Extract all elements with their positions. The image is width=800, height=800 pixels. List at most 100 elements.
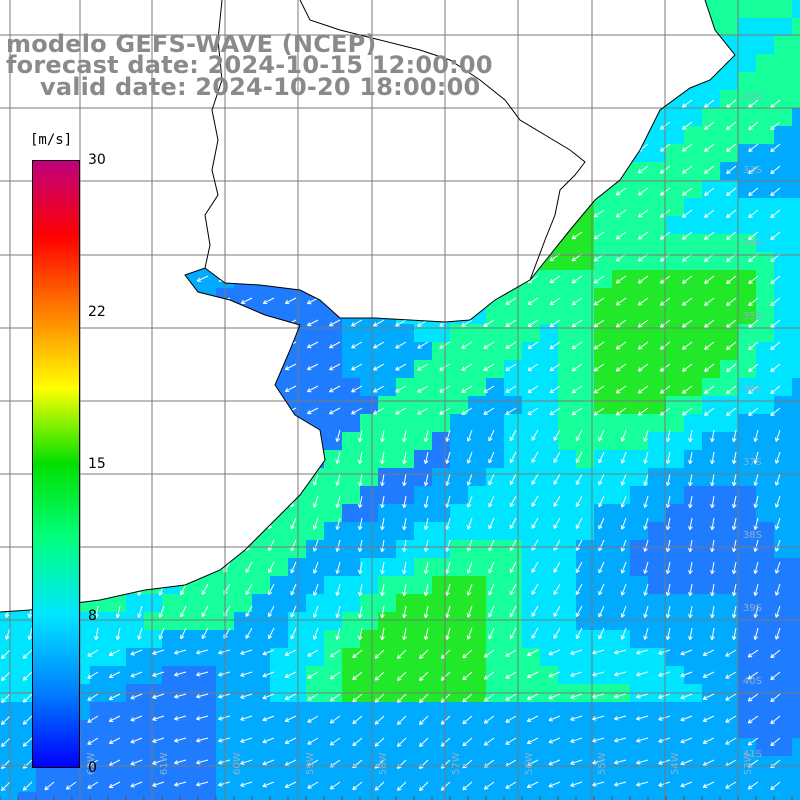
wind-cell [468, 792, 486, 800]
wind-cell [36, 792, 54, 800]
wind-cell [486, 414, 504, 432]
wind-cell [594, 486, 612, 504]
wind-cell [738, 630, 756, 648]
wind-arrow [598, 517, 605, 530]
wind-cell [576, 414, 594, 432]
wind-cell [252, 792, 270, 800]
wind-arrow [637, 385, 649, 394]
wind-cell [720, 720, 738, 738]
wind-arrow [351, 341, 363, 349]
wind-cell [630, 612, 648, 630]
wind-cell [612, 306, 630, 324]
wind-arrow [770, 121, 781, 131]
wind-arrow [571, 319, 583, 328]
wind-arrow [636, 671, 649, 677]
wind-arrow [380, 627, 385, 641]
wind-cell [414, 450, 432, 468]
wind-arrow [665, 429, 671, 443]
wind-cell [720, 270, 738, 288]
wind-arrow [620, 605, 627, 618]
wind-cell [360, 720, 378, 738]
wind-cell [576, 558, 594, 576]
wind-cell [504, 414, 522, 432]
wind-cell [558, 648, 576, 666]
wind-arrow [306, 385, 319, 393]
wind-arrow [770, 363, 781, 373]
wind-cell [774, 378, 792, 396]
wind-cell [774, 0, 792, 18]
wind-cell [540, 558, 558, 576]
wind-cell [684, 612, 702, 630]
wind-cell [324, 378, 342, 396]
wind-cell [450, 378, 468, 396]
wind-arrow [306, 363, 319, 371]
wind-arrow [774, 583, 781, 596]
wind-arrow [267, 583, 275, 596]
wind-cell [414, 630, 432, 648]
wind-cell [522, 774, 540, 792]
wind-cell [306, 648, 324, 666]
wind-cell [396, 792, 414, 800]
wind-cell [630, 270, 648, 288]
wind-arrow [747, 649, 759, 658]
wind-arrow [445, 495, 451, 508]
wind-arrow [748, 407, 759, 417]
wind-cell [738, 162, 756, 180]
wind-arrow [380, 429, 385, 443]
wind-cell [468, 558, 486, 576]
wind-cell [684, 288, 702, 306]
wind-cell [288, 576, 306, 594]
wind-cell [342, 630, 360, 648]
wind-cell [756, 468, 774, 486]
wind-arrow [284, 693, 297, 700]
wind-arrow [575, 451, 583, 464]
wind-cell [684, 720, 702, 738]
wind-cell [792, 702, 800, 720]
wind-cell [720, 702, 738, 720]
wind-arrow [312, 517, 319, 530]
wind-arrow [196, 671, 209, 677]
wind-arrow [108, 693, 121, 701]
wind-cell [792, 144, 800, 162]
wind-arrow [505, 319, 517, 328]
wind-arrow [665, 473, 671, 487]
wind-arrow [665, 451, 671, 465]
wind-cell [648, 774, 666, 792]
wind-cell [720, 576, 738, 594]
wind-cell [342, 720, 360, 738]
wind-arrow [553, 583, 561, 595]
wind-cell [738, 198, 756, 216]
wind-cell [468, 486, 486, 504]
wind-cell [774, 90, 792, 108]
wind-cell [288, 360, 306, 378]
wind-arrow [306, 407, 319, 415]
wind-arrow [483, 671, 495, 680]
wind-cell [666, 162, 684, 180]
wind-cell [792, 306, 800, 324]
wind-cell [342, 702, 360, 720]
wind-cell [756, 72, 774, 90]
wind-cell [738, 126, 756, 144]
wind-cell [180, 594, 198, 612]
wind-cell [756, 396, 774, 414]
wind-arrow [373, 319, 385, 327]
wind-arrow [726, 143, 737, 152]
wind-arrow [614, 671, 627, 677]
wind-cell [648, 252, 666, 270]
wind-cell [720, 756, 738, 774]
wind-arrow [462, 671, 473, 681]
wind-arrow [770, 209, 781, 219]
wind-cell [378, 630, 396, 648]
wind-cell [630, 702, 648, 720]
wind-cell [378, 342, 396, 360]
wind-cell [540, 432, 558, 450]
wind-arrow [553, 495, 561, 507]
wind-cell [432, 594, 450, 612]
wind-arrow [290, 517, 297, 530]
wind-cell [468, 702, 486, 720]
wind-cell [252, 558, 270, 576]
wind-cell [180, 738, 198, 756]
wind-cell [756, 306, 774, 324]
wind-arrow [598, 561, 605, 574]
